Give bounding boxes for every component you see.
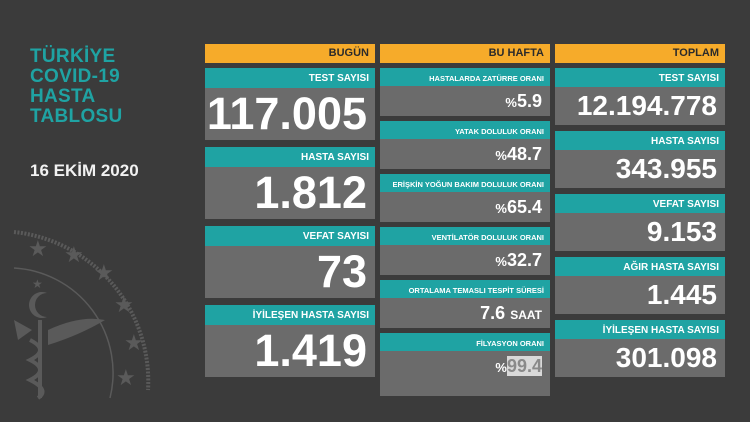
bugun-header: BUGÜN [205,44,375,63]
card-label: VEFAT SAYISI [205,226,375,246]
svg-text:★: ★ [28,237,48,262]
toplam-vefat-card: VEFAT SAYISI 9.153 [555,194,725,251]
bugun-vefat-card: VEFAT SAYISI 73 [205,226,375,298]
filyasyon-card: FİLYASYON ORANI %99.4 [380,333,550,396]
percent-sign: % [495,360,507,375]
title-line: TÜRKİYE [30,46,116,67]
toplam-agir-card: AĞIR HASTA SAYISI 1.445 [555,257,725,314]
value-number: 99.4 [506,356,542,376]
temasli-card: ORTALAMA TEMASLI TESPİT SÜRESİ 7.6 SAAT [380,280,550,328]
card-value: %65.4 [380,192,550,222]
value-number: 65.4 [506,197,542,217]
card-value: %48.7 [380,139,550,169]
card-value: %5.9 [380,86,550,116]
page-title: TÜRKİYE COVID-19 HASTA TABLOSU [30,47,123,127]
value-number: 7.6 [480,303,506,323]
card-value: 1.445 [555,276,725,314]
bugun-test-card: TEST SAYISI 117.005 [205,68,375,140]
svg-text:★: ★ [64,243,84,268]
card-label: HASTALARDA ZATÜRRE ORANI [380,68,550,86]
svg-text:★: ★ [116,366,136,391]
svg-text:★: ★ [94,261,114,286]
card-value: 73 [205,246,375,298]
card-value: 12.194.778 [555,87,725,125]
bugun-iyilesen-card: İYİLEŞEN HASTA SAYISI 1.419 [205,305,375,377]
card-value: 301.098 [555,339,725,377]
card-label: FİLYASYON ORANI [380,333,550,351]
ventilator-card: VENTİLATÖR DOLULUK ORANI %32.7 [380,227,550,275]
value-number: 5.9 [516,91,542,111]
value-number: 48.7 [506,144,542,164]
svg-text:★: ★ [32,277,43,291]
card-value: 9.153 [555,213,725,251]
card-label: İYİLEŞEN HASTA SAYISI [205,305,375,325]
card-value: 1.419 [205,325,375,377]
percent-sign: % [495,201,507,216]
yatak-card: YATAK DOLULUK ORANI %48.7 [380,121,550,169]
card-label: HASTA SAYISI [555,131,725,150]
card-value: %99.4 [380,351,550,396]
card-value: 343.955 [555,150,725,188]
toplam-iyilesen-card: İYİLEŞEN HASTA SAYISI 301.098 [555,320,725,377]
title-line: COVID-19 [30,66,121,87]
percent-sign: % [495,148,507,163]
zaturre-card: HASTALARDA ZATÜRRE ORANI %5.9 [380,68,550,116]
title-line: TABLOSU [30,106,123,127]
percent-sign: % [505,95,517,110]
bu-hafta-header: BU HAFTA [380,44,550,63]
yogun-bakim-card: ERİŞKİN YOĞUN BAKIM DOLULUK ORANI %65.4 [380,174,550,222]
percent-sign: % [495,254,507,269]
card-label: TEST SAYISI [205,68,375,88]
ministry-emblem-icon: ★ ★★ ★★★ ★ [13,230,151,400]
card-label: VENTİLATÖR DOLULUK ORANI [380,227,550,245]
report-date: 16 EKİM 2020 [30,161,139,180]
value-number: 32.7 [506,250,542,270]
card-label: TEST SAYISI [555,68,725,87]
card-label: ERİŞKİN YOĞUN BAKIM DOLULUK ORANI [380,174,550,192]
title-line: HASTA [30,86,96,107]
toplam-header: TOPLAM [555,44,725,63]
card-label: YATAK DOLULUK ORANI [380,121,550,139]
card-label: İYİLEŞEN HASTA SAYISI [555,320,725,339]
svg-text:★: ★ [124,331,144,356]
toplam-test-card: TEST SAYISI 12.194.778 [555,68,725,125]
card-value: 7.6 SAAT [380,298,550,328]
card-label: HASTA SAYISI [205,147,375,167]
card-value: 117.005 [205,88,375,140]
value-unit: SAAT [510,308,542,322]
card-label: VEFAT SAYISI [555,194,725,213]
card-label: AĞIR HASTA SAYISI [555,257,725,276]
card-value: %32.7 [380,245,550,275]
card-value: 1.812 [205,167,375,219]
card-label: ORTALAMA TEMASLI TESPİT SÜRESİ [380,280,550,298]
toplam-hasta-card: HASTA SAYISI 343.955 [555,131,725,188]
bugun-hasta-card: HASTA SAYISI 1.812 [205,147,375,219]
svg-text:★: ★ [114,293,134,318]
